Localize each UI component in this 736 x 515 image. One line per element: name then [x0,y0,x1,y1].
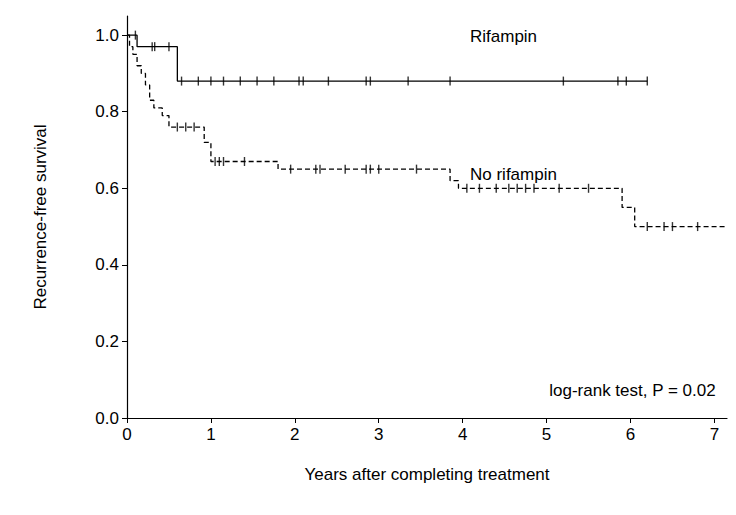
svg-text:0.0: 0.0 [95,409,119,428]
svg-text:5: 5 [542,425,551,444]
svg-text:1.0: 1.0 [95,26,119,45]
svg-text:1: 1 [206,425,215,444]
svg-text:0.8: 0.8 [95,102,119,121]
svg-text:3: 3 [374,425,383,444]
svg-text:0: 0 [122,425,131,444]
svg-text:0.2: 0.2 [95,332,119,351]
svg-text:Years after completing treatme: Years after completing treatment [304,465,549,484]
svg-text:Rifampin: Rifampin [470,27,537,46]
svg-text:No rifampin: No rifampin [470,165,557,184]
svg-text:0.6: 0.6 [95,179,119,198]
svg-text:log-rank test, P = 0.02: log-rank test, P = 0.02 [549,381,715,400]
svg-text:4: 4 [458,425,467,444]
svg-text:0.4: 0.4 [95,255,119,274]
svg-text:7: 7 [710,425,719,444]
svg-text:Recurrence-free survival: Recurrence-free survival [31,124,50,309]
svg-text:2: 2 [290,425,299,444]
svg-text:6: 6 [626,425,635,444]
